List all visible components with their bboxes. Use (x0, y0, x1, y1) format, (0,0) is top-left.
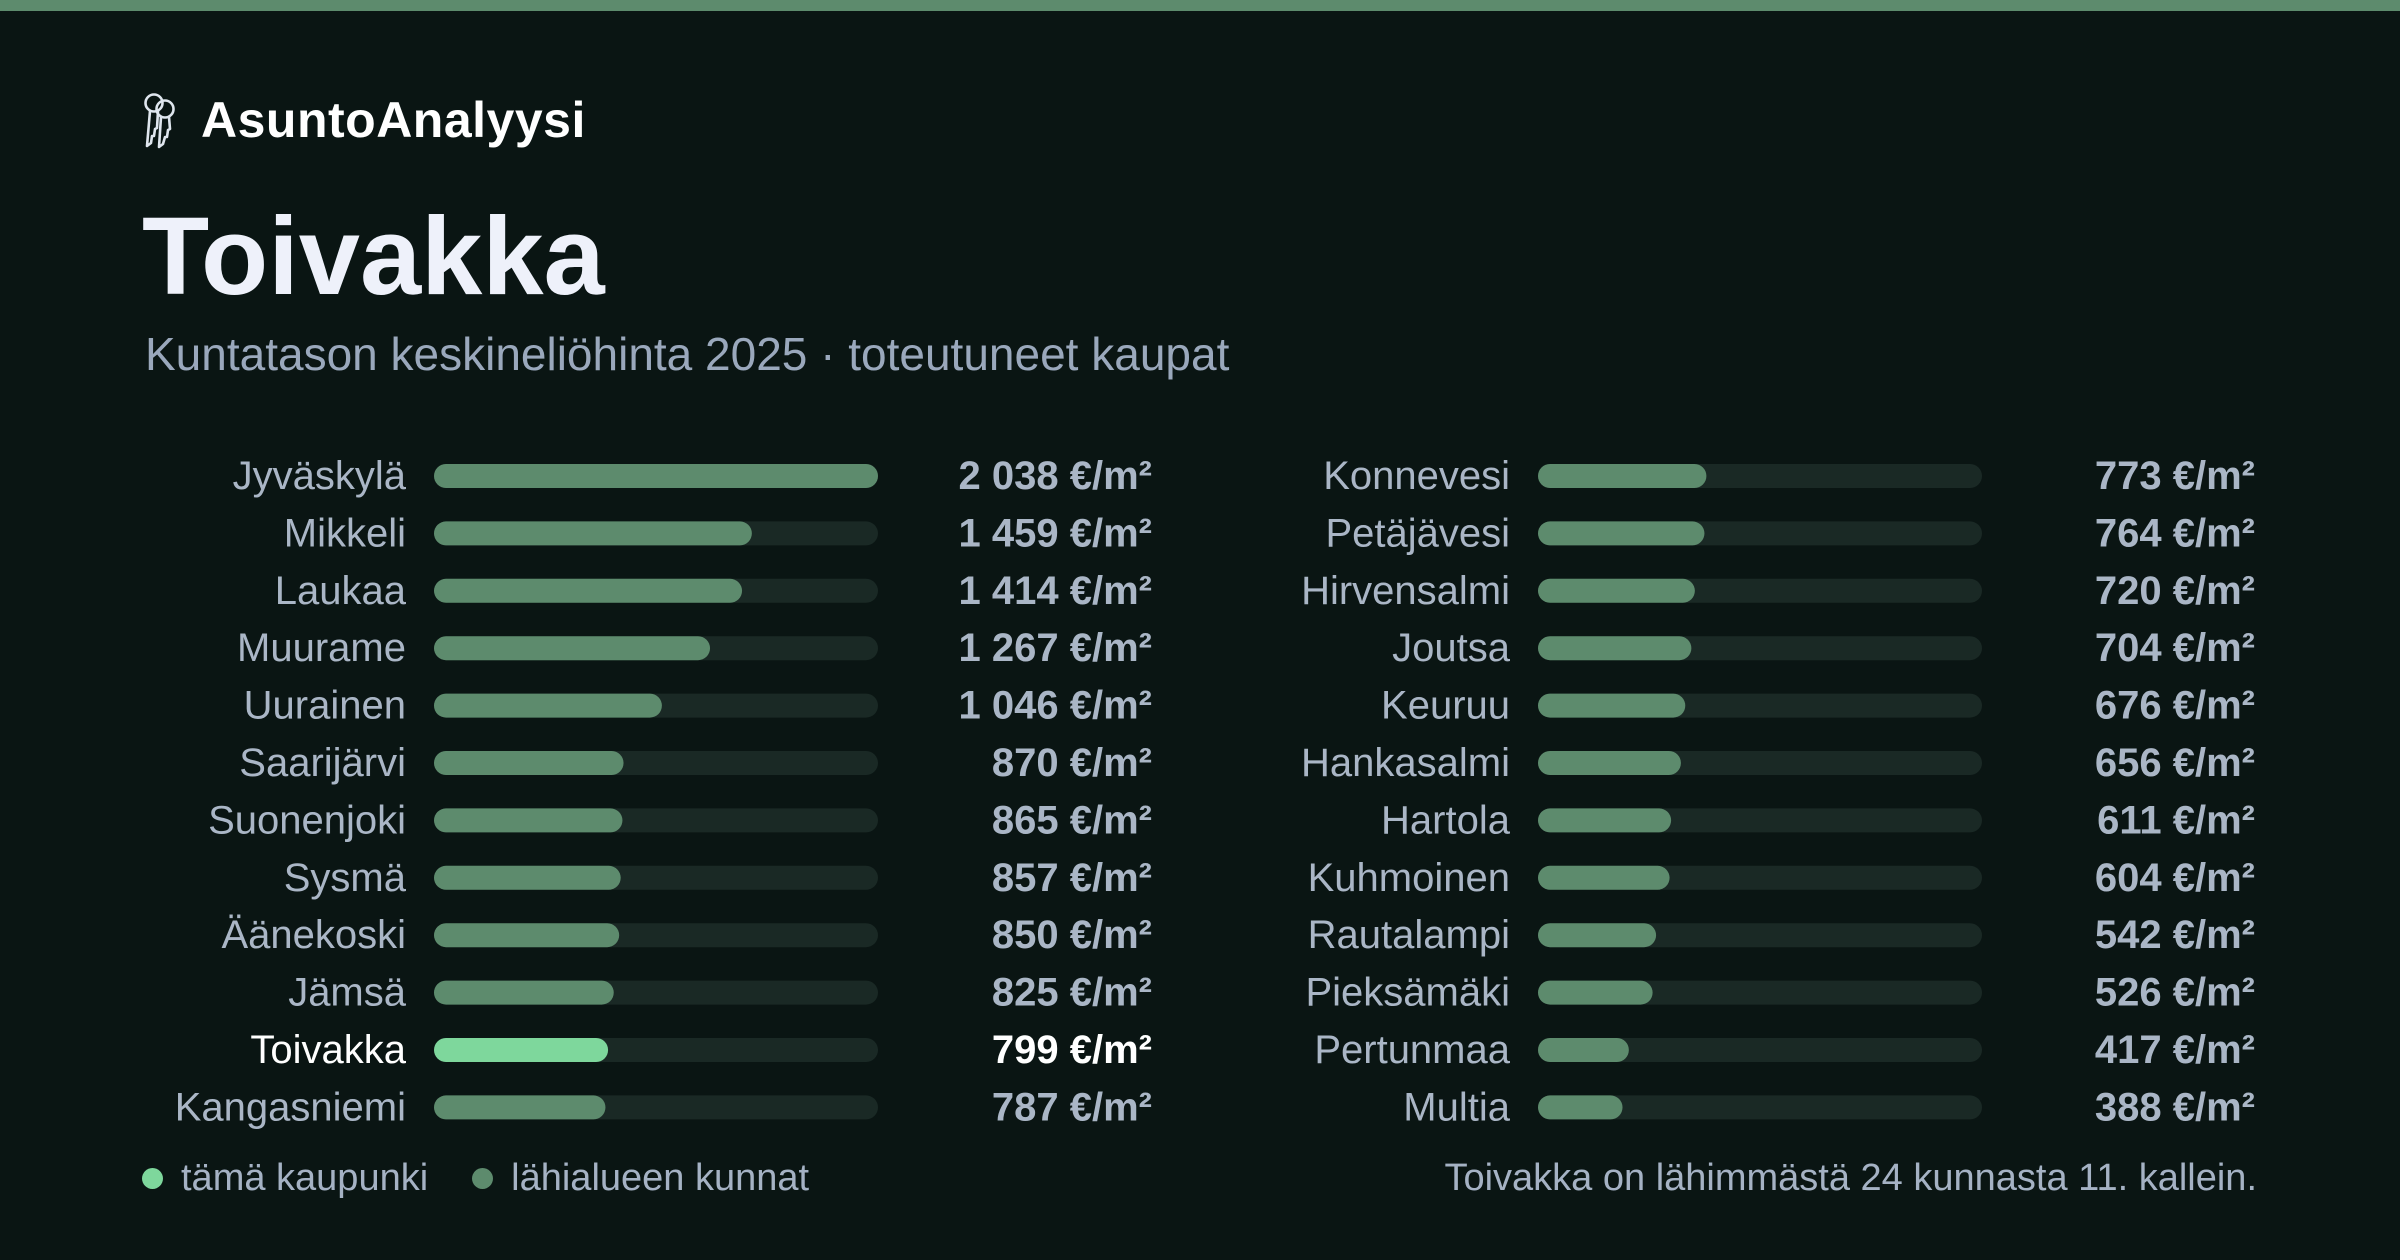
bar (434, 865, 621, 890)
bar (1538, 521, 1705, 546)
bar (1538, 464, 1707, 488)
bar-track (1538, 1095, 1982, 1120)
bar-value-label: 720 €/m² (2095, 569, 2255, 613)
bar-value-label: 787 €/m² (992, 1085, 1152, 1129)
rank-footnote: Toivakka on lähimmästä 24 kunnasta 11. k… (1444, 1157, 2257, 1199)
legend-dot-nearby (472, 1167, 494, 1189)
bar (1538, 578, 1695, 603)
bar-value-label: 704 €/m² (2095, 626, 2255, 670)
legend-label-nearby: lähialueen kunnat (511, 1156, 810, 1199)
bar-value-label: 1 414 €/m² (959, 569, 1152, 613)
brand-name: AsuntoAnalyysi (201, 92, 586, 148)
bar-value-label: 2 038 €/m² (959, 454, 1152, 498)
bar (434, 521, 752, 546)
bar-label: Laukaa (275, 569, 407, 613)
bar (434, 578, 743, 603)
bar (1538, 980, 1653, 1005)
bar (434, 980, 614, 1005)
bar (1538, 1038, 1629, 1062)
bar-label: Joutsa (1392, 626, 1511, 670)
bar (1538, 923, 1657, 948)
bar-label: Kuhmoinen (1308, 856, 1510, 900)
bar-label: Pertunmaa (1314, 1028, 1510, 1072)
bar-label: Hirvensalmi (1301, 569, 1510, 613)
page-subtitle: Kuntatason keskineliöhinta 2025 · toteut… (145, 328, 1230, 380)
bar-label: Jyväskylä (233, 454, 407, 498)
bar-value-label: 857 €/m² (992, 856, 1152, 900)
bar-value-label: 850 €/m² (992, 913, 1152, 957)
bar-value-label: 1 046 €/m² (959, 684, 1152, 728)
bar-label: Suonenjoki (208, 798, 406, 842)
bar-label: Kangasniemi (175, 1085, 406, 1129)
bar-track (1538, 1038, 1982, 1062)
bar (1538, 751, 1681, 775)
bar-value-label: 1 267 €/m² (959, 626, 1152, 670)
legend-label-this-city: tämä kaupunki (181, 1156, 429, 1199)
bar-label: Rautalampi (1308, 913, 1510, 957)
bar-label: Hankasalmi (1301, 741, 1510, 785)
bar-value-label: 417 €/m² (2095, 1028, 2255, 1072)
bar (1538, 636, 1692, 661)
bar-label: Saarijärvi (239, 741, 406, 785)
bar (1538, 808, 1672, 833)
bar-value-label: 388 €/m² (2095, 1085, 2255, 1129)
bar-label: Jämsä (288, 971, 407, 1015)
bar-value-label: 764 €/m² (2095, 511, 2255, 555)
top-accent-stripe (0, 0, 2400, 11)
bar-value-label: 865 €/m² (992, 798, 1152, 842)
bar-label: Toivakka (250, 1028, 406, 1072)
page-title: Toivakka (142, 195, 605, 318)
bar-value-label: 656 €/m² (2095, 741, 2255, 785)
bar-label: Konnevesi (1323, 454, 1510, 498)
bar-value-label: 526 €/m² (2095, 971, 2255, 1015)
bar-label: Multia (1403, 1085, 1510, 1129)
price-bar-chart: Jyväskylä 2 038 €/m² Mikkeli 1 459 €/m² Lauk… (175, 454, 2255, 1129)
bar-label: Keuruu (1381, 684, 1510, 728)
bar-label: Mikkeli (284, 511, 406, 555)
bar-value-label: 870 €/m² (992, 741, 1152, 785)
bar-value-label: 611 €/m² (2097, 798, 2255, 842)
bar-label: Uurainen (244, 684, 406, 728)
bar (434, 1095, 606, 1120)
bar-label: Pieksämäki (1305, 971, 1510, 1015)
chart-legend: tämä kaupunki lähialueen kunnat (142, 1154, 809, 1202)
keys-icon (144, 93, 175, 149)
bar (434, 636, 711, 661)
bar (434, 464, 878, 488)
bar-value-label: 676 €/m² (2095, 684, 2255, 728)
bar (434, 808, 623, 833)
bar-value-label: 773 €/m² (2095, 454, 2255, 498)
brand: AsuntoAnalyysi (141, 90, 586, 150)
bar (434, 751, 624, 775)
bar-value-label: 825 €/m² (992, 971, 1152, 1015)
bar (434, 923, 620, 948)
bar-label: Äänekoski (221, 913, 406, 957)
bar-highlight (434, 1038, 609, 1062)
bar (1538, 1095, 1623, 1120)
bar-label: Muurame (237, 626, 406, 670)
bar (434, 693, 662, 718)
bar-label: Sysmä (284, 856, 407, 900)
bar (1538, 693, 1686, 718)
bar-value-label: 799 €/m² (992, 1028, 1152, 1072)
legend-dot-this-city (142, 1167, 163, 1189)
bar-value-label: 542 €/m² (2095, 913, 2255, 957)
bar (1538, 865, 1670, 890)
bar-label: Hartola (1381, 798, 1511, 842)
bar-value-label: 604 €/m² (2095, 856, 2255, 900)
bar-label: Petäjävesi (1325, 511, 1510, 555)
bar-value-label: 1 459 €/m² (959, 511, 1152, 555)
